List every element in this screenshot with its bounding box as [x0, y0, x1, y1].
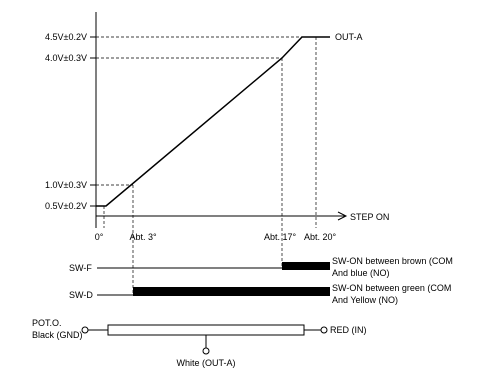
swd-on-bar — [133, 287, 330, 296]
swd-desc-line1: SW-ON between green (COM — [332, 283, 451, 293]
x-label-abt20: Abt. 20° — [304, 232, 337, 242]
swd-desc-line2: And Yellow (NO) — [332, 295, 398, 305]
pot-right-terminal — [320, 326, 328, 334]
y-label-05: 0.5V±0.2V — [45, 201, 87, 211]
pot-resistor-body — [107, 324, 305, 336]
pot-label-line1: POT.O. — [32, 318, 62, 328]
swf-desc-line1: SW-ON between brown (COM — [332, 256, 453, 266]
x-axis-arrow — [337, 211, 348, 221]
curve-label-out-a: OUT-A — [335, 32, 363, 42]
x-label-zero: 0° — [95, 232, 104, 242]
y-label-40: 4.0V±0.3V — [45, 53, 87, 63]
y-label-45: 4.5V±0.2V — [45, 32, 87, 42]
axis-label-step-on: STEP ON — [350, 212, 389, 222]
pot-wiper-terminal — [202, 347, 210, 355]
y-label-10: 1.0V±0.3V — [45, 180, 87, 190]
output-curve — [96, 36, 330, 207]
pot-wiper-label: White (OUT-A) — [176, 358, 235, 368]
x-label-abt3: Abt. 3° — [129, 232, 157, 242]
swd-label: SW-D — [69, 290, 93, 300]
x-label-abt17: Abt. 17° — [264, 232, 297, 242]
swf-on-bar — [282, 262, 330, 270]
pot-left-terminal — [81, 326, 89, 334]
swf-desc-line2: And blue (NO) — [332, 268, 390, 278]
pot-right-label: RED (IN) — [330, 325, 367, 335]
pot-label-line2: Black (GND) — [32, 330, 83, 340]
swf-label: SW-F — [69, 263, 92, 273]
